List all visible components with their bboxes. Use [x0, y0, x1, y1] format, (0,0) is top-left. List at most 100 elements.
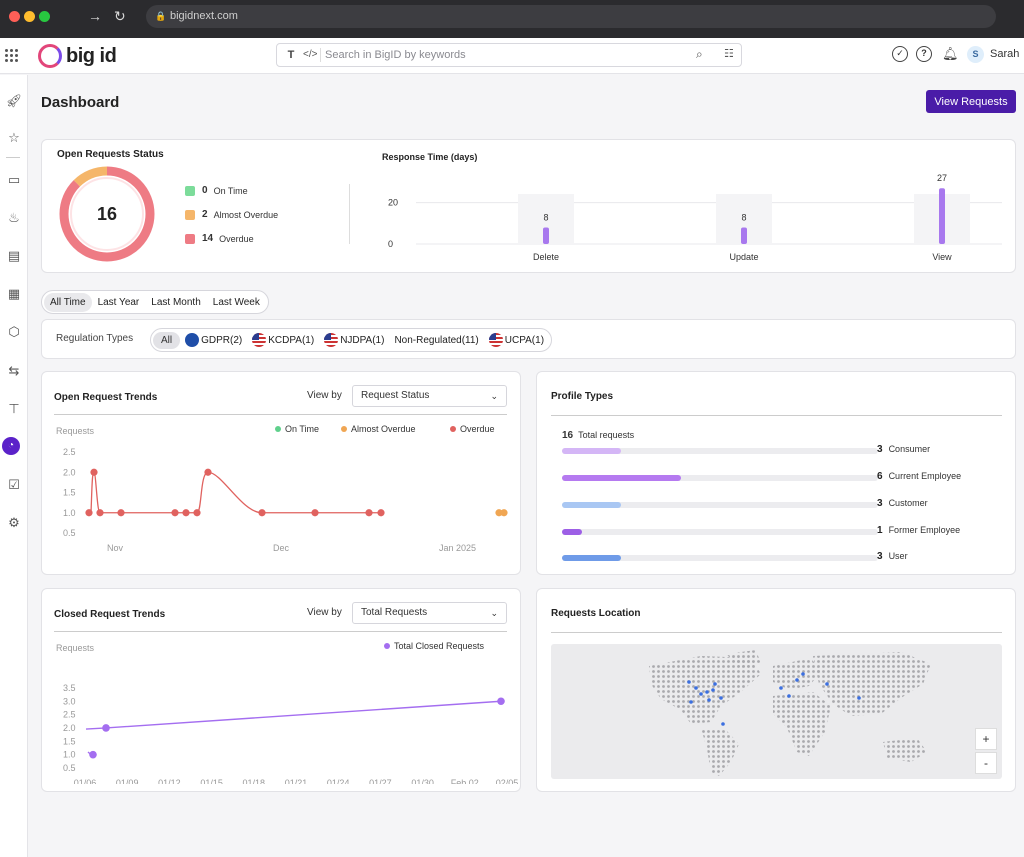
closed-ytick-label: 2.5 [63, 710, 76, 720]
search-icon[interactable]: ⌕ [696, 47, 703, 61]
rocket-icon[interactable]: 🚀︎ [5, 93, 23, 108]
time-filter-all-time[interactable]: All Time [44, 292, 92, 312]
closed-xtick-label: 01/24 [327, 778, 350, 784]
task-check-icon[interactable]: ☑ [8, 477, 20, 492]
help-icon[interactable]: ? [916, 46, 932, 62]
avatar[interactable]: S [967, 46, 984, 63]
on-time-swatch [185, 185, 195, 196]
star-icon[interactable]: ☆ [8, 130, 20, 145]
transfer-icon[interactable]: ⇆ [8, 363, 20, 378]
profile-bar-label: 3 Consumer [877, 444, 930, 455]
time-filter-last-year[interactable]: Last Year [97, 296, 140, 308]
map-request-point [721, 722, 725, 726]
almost-overdue-arc [59, 166, 155, 262]
bell-icon[interactable]: 🔔︎ [942, 46, 959, 61]
app-grid-icon[interactable] [5, 49, 18, 62]
open-trends-divider [54, 414, 507, 415]
profile-bar-fill [562, 555, 622, 561]
browser-chrome: → ↻ 🔒 bigidnext.com [0, 0, 1024, 38]
status-donut-chart [59, 166, 155, 262]
profile-bar-fill [562, 529, 582, 535]
map-zoom-out-button[interactable]: - [975, 752, 997, 774]
almost-overdue-label: Almost Overdue [213, 209, 279, 220]
privacy-requests-icon[interactable]: ◔ [2, 437, 20, 455]
closed-trends-view-by-label: View by [307, 607, 342, 618]
asia-shape [813, 652, 931, 716]
lock-icon: 🔒 [155, 11, 167, 21]
search-bar: T </> ⌕ ☷ [276, 43, 742, 67]
legend-almost-overdue: 2 Almost Overdue [185, 209, 278, 220]
cube-icon[interactable]: ⬡ [8, 324, 20, 339]
overdue-count: 14 [202, 233, 214, 244]
requests-location-divider [551, 632, 1002, 633]
reload-icon[interactable]: ↻ [114, 8, 126, 24]
profile-bar-label: 3 Customer [877, 498, 928, 509]
hierarchy-icon[interactable]: ⊤ [8, 401, 20, 416]
closed-xtick-label: 01/12 [158, 778, 181, 784]
regulation-chip-all[interactable]: All [153, 331, 181, 349]
map-zoom-in-button[interactable]: + [975, 728, 997, 750]
regulation-chip-ucpa[interactable]: UCPA(1) [484, 330, 549, 350]
profile-name: Former Employee [888, 525, 961, 535]
map-request-point [857, 696, 861, 700]
closed-trends-view-by-dropdown[interactable]: Total Requests ⌄ [352, 602, 507, 624]
closed-request-trends-card: Closed Request Trends View by Total Requ… [41, 588, 521, 792]
map-request-point [694, 686, 698, 690]
code-search-icon[interactable]: </> [303, 49, 318, 60]
view-requests-button[interactable]: View Requests [926, 90, 1016, 113]
regulation-chip-non-regulated[interactable]: Non-Regulated(11) [389, 332, 483, 349]
profile-bar-track [562, 475, 878, 481]
document-search-icon[interactable]: ▤ [7, 248, 21, 263]
fire-icon[interactable]: ♨ [8, 210, 20, 225]
almost-overdue-swatch [185, 209, 195, 220]
forward-icon[interactable]: → [88, 8, 102, 24]
catalog-icon[interactable]: ▦ [7, 286, 21, 301]
check-circle-icon[interactable]: ✓ [892, 46, 908, 62]
inbox-icon[interactable]: ▭ [7, 172, 21, 187]
search-input[interactable] [325, 47, 655, 63]
map-request-point [787, 694, 791, 698]
open-trends-view-by-dropdown[interactable]: Request Status ⌄ [352, 385, 507, 407]
australia-shape [883, 738, 927, 762]
profile-name: Consumer [888, 444, 931, 454]
overdue-label: Overdue [219, 233, 254, 244]
closed-xtick-label: 01/18 [243, 778, 266, 784]
maximize-window-dot[interactable] [39, 11, 50, 22]
profile-bar-fill [562, 502, 622, 508]
regulation-chip-gdpr[interactable]: GDPR(2) [180, 330, 247, 350]
overdue-point [85, 509, 93, 517]
legend-on-time: 0 On Time [185, 185, 248, 196]
profile-count: 3 [877, 444, 883, 455]
settings-gear-icon[interactable]: ⚙ [8, 515, 20, 530]
status-title: Open Requests Status [57, 149, 164, 160]
filter-settings-icon[interactable]: ☷ [724, 48, 734, 60]
profile-count: 3 [877, 551, 883, 562]
world-map[interactable] [551, 644, 1002, 779]
minimize-window-dot[interactable] [24, 11, 35, 22]
closed-series-line [85, 700, 502, 730]
us-flag-icon [488, 333, 503, 347]
rt-category-label: Update [729, 252, 758, 262]
overdue-point [171, 509, 179, 517]
donut-inner-ring [70, 177, 144, 251]
text-search-icon[interactable]: T [287, 49, 295, 61]
time-filter-last-month[interactable]: Last Month [151, 296, 201, 308]
closed-point [102, 724, 110, 732]
profile-name: User [888, 551, 908, 561]
address-bar[interactable]: 🔒 bigidnext.com [146, 5, 996, 28]
profile-types-divider [551, 415, 1002, 416]
rail-divider [6, 157, 20, 158]
regulation-types-label: Regulation Types [56, 333, 134, 344]
page-title: Dashboard [41, 94, 120, 111]
south-america-shape [701, 728, 739, 776]
africa-shape [773, 692, 831, 756]
bigid-logo[interactable]: big id [38, 43, 117, 69]
time-filter-last-week[interactable]: Last Week [212, 296, 260, 308]
regulation-chip-kcdpa[interactable]: KCDPA(1) [247, 330, 319, 350]
user-name[interactable]: Sarah [990, 48, 1020, 60]
eu-flag-icon [185, 333, 200, 347]
open-xtick-label: Dec [273, 543, 290, 553]
closed-xtick-label: 02/05 [496, 778, 519, 784]
regulation-chip-njdpa[interactable]: NJDPA(1) [319, 330, 389, 350]
close-window-dot[interactable] [9, 11, 20, 22]
